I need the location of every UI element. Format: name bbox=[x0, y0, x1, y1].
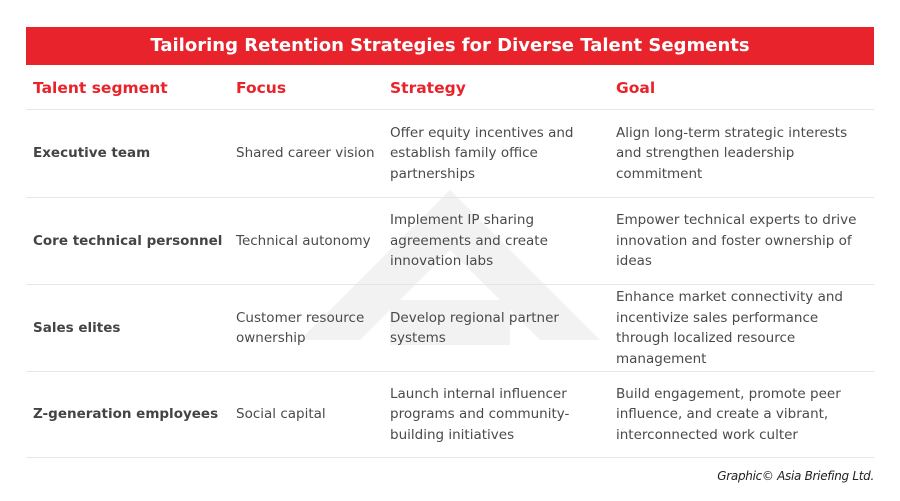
segment-cell: Executive team bbox=[33, 145, 151, 162]
focus-cell: Social capital bbox=[236, 406, 326, 423]
segment-cell: Z-generation employees bbox=[33, 406, 219, 423]
credit-text: Graphic© Asia Briefing Ltd. bbox=[717, 469, 874, 483]
focus-cell: Shared career vision bbox=[236, 145, 375, 162]
table-row: Sales elites Customer resource ownership… bbox=[0, 285, 900, 371]
segment-cell: Sales elites bbox=[33, 319, 121, 336]
divider bbox=[26, 457, 874, 458]
goal-cell: Empower technical experts to drive innov… bbox=[616, 212, 857, 270]
segment-cell: Core technical personnel bbox=[33, 232, 223, 249]
column-header-strategy: Strategy bbox=[390, 79, 466, 97]
table-row: Z-generation employees Social capital La… bbox=[0, 372, 900, 457]
strategy-cell: Implement IP sharing agreements and crea… bbox=[390, 212, 548, 270]
focus-cell: Customer resource ownership bbox=[236, 309, 365, 347]
column-header-focus: Focus bbox=[236, 79, 287, 97]
divider bbox=[26, 371, 874, 372]
goal-cell: Align long-term strategic interests and … bbox=[616, 124, 848, 182]
divider bbox=[26, 197, 874, 198]
table-title: Tailoring Retention Strategies for Diver… bbox=[26, 27, 874, 65]
column-header-segment: Talent segment bbox=[33, 79, 168, 97]
table-row: Core technical personnel Technical auton… bbox=[0, 198, 900, 284]
focus-cell: Technical autonomy bbox=[236, 232, 371, 249]
goal-cell: Enhance market connectivity and incentiv… bbox=[616, 289, 843, 367]
strategy-cell: Offer equity incentives and establish fa… bbox=[390, 124, 574, 182]
column-header-goal: Goal bbox=[616, 79, 656, 97]
strategy-cell: Develop regional partner systems bbox=[390, 309, 559, 347]
divider bbox=[26, 109, 874, 110]
divider bbox=[26, 284, 874, 285]
goal-cell: Build engagement, promote peer influence… bbox=[616, 385, 841, 443]
strategy-cell: Launch internal influencer programs and … bbox=[390, 385, 570, 443]
table-row: Executive team Shared career vision Offe… bbox=[0, 110, 900, 197]
